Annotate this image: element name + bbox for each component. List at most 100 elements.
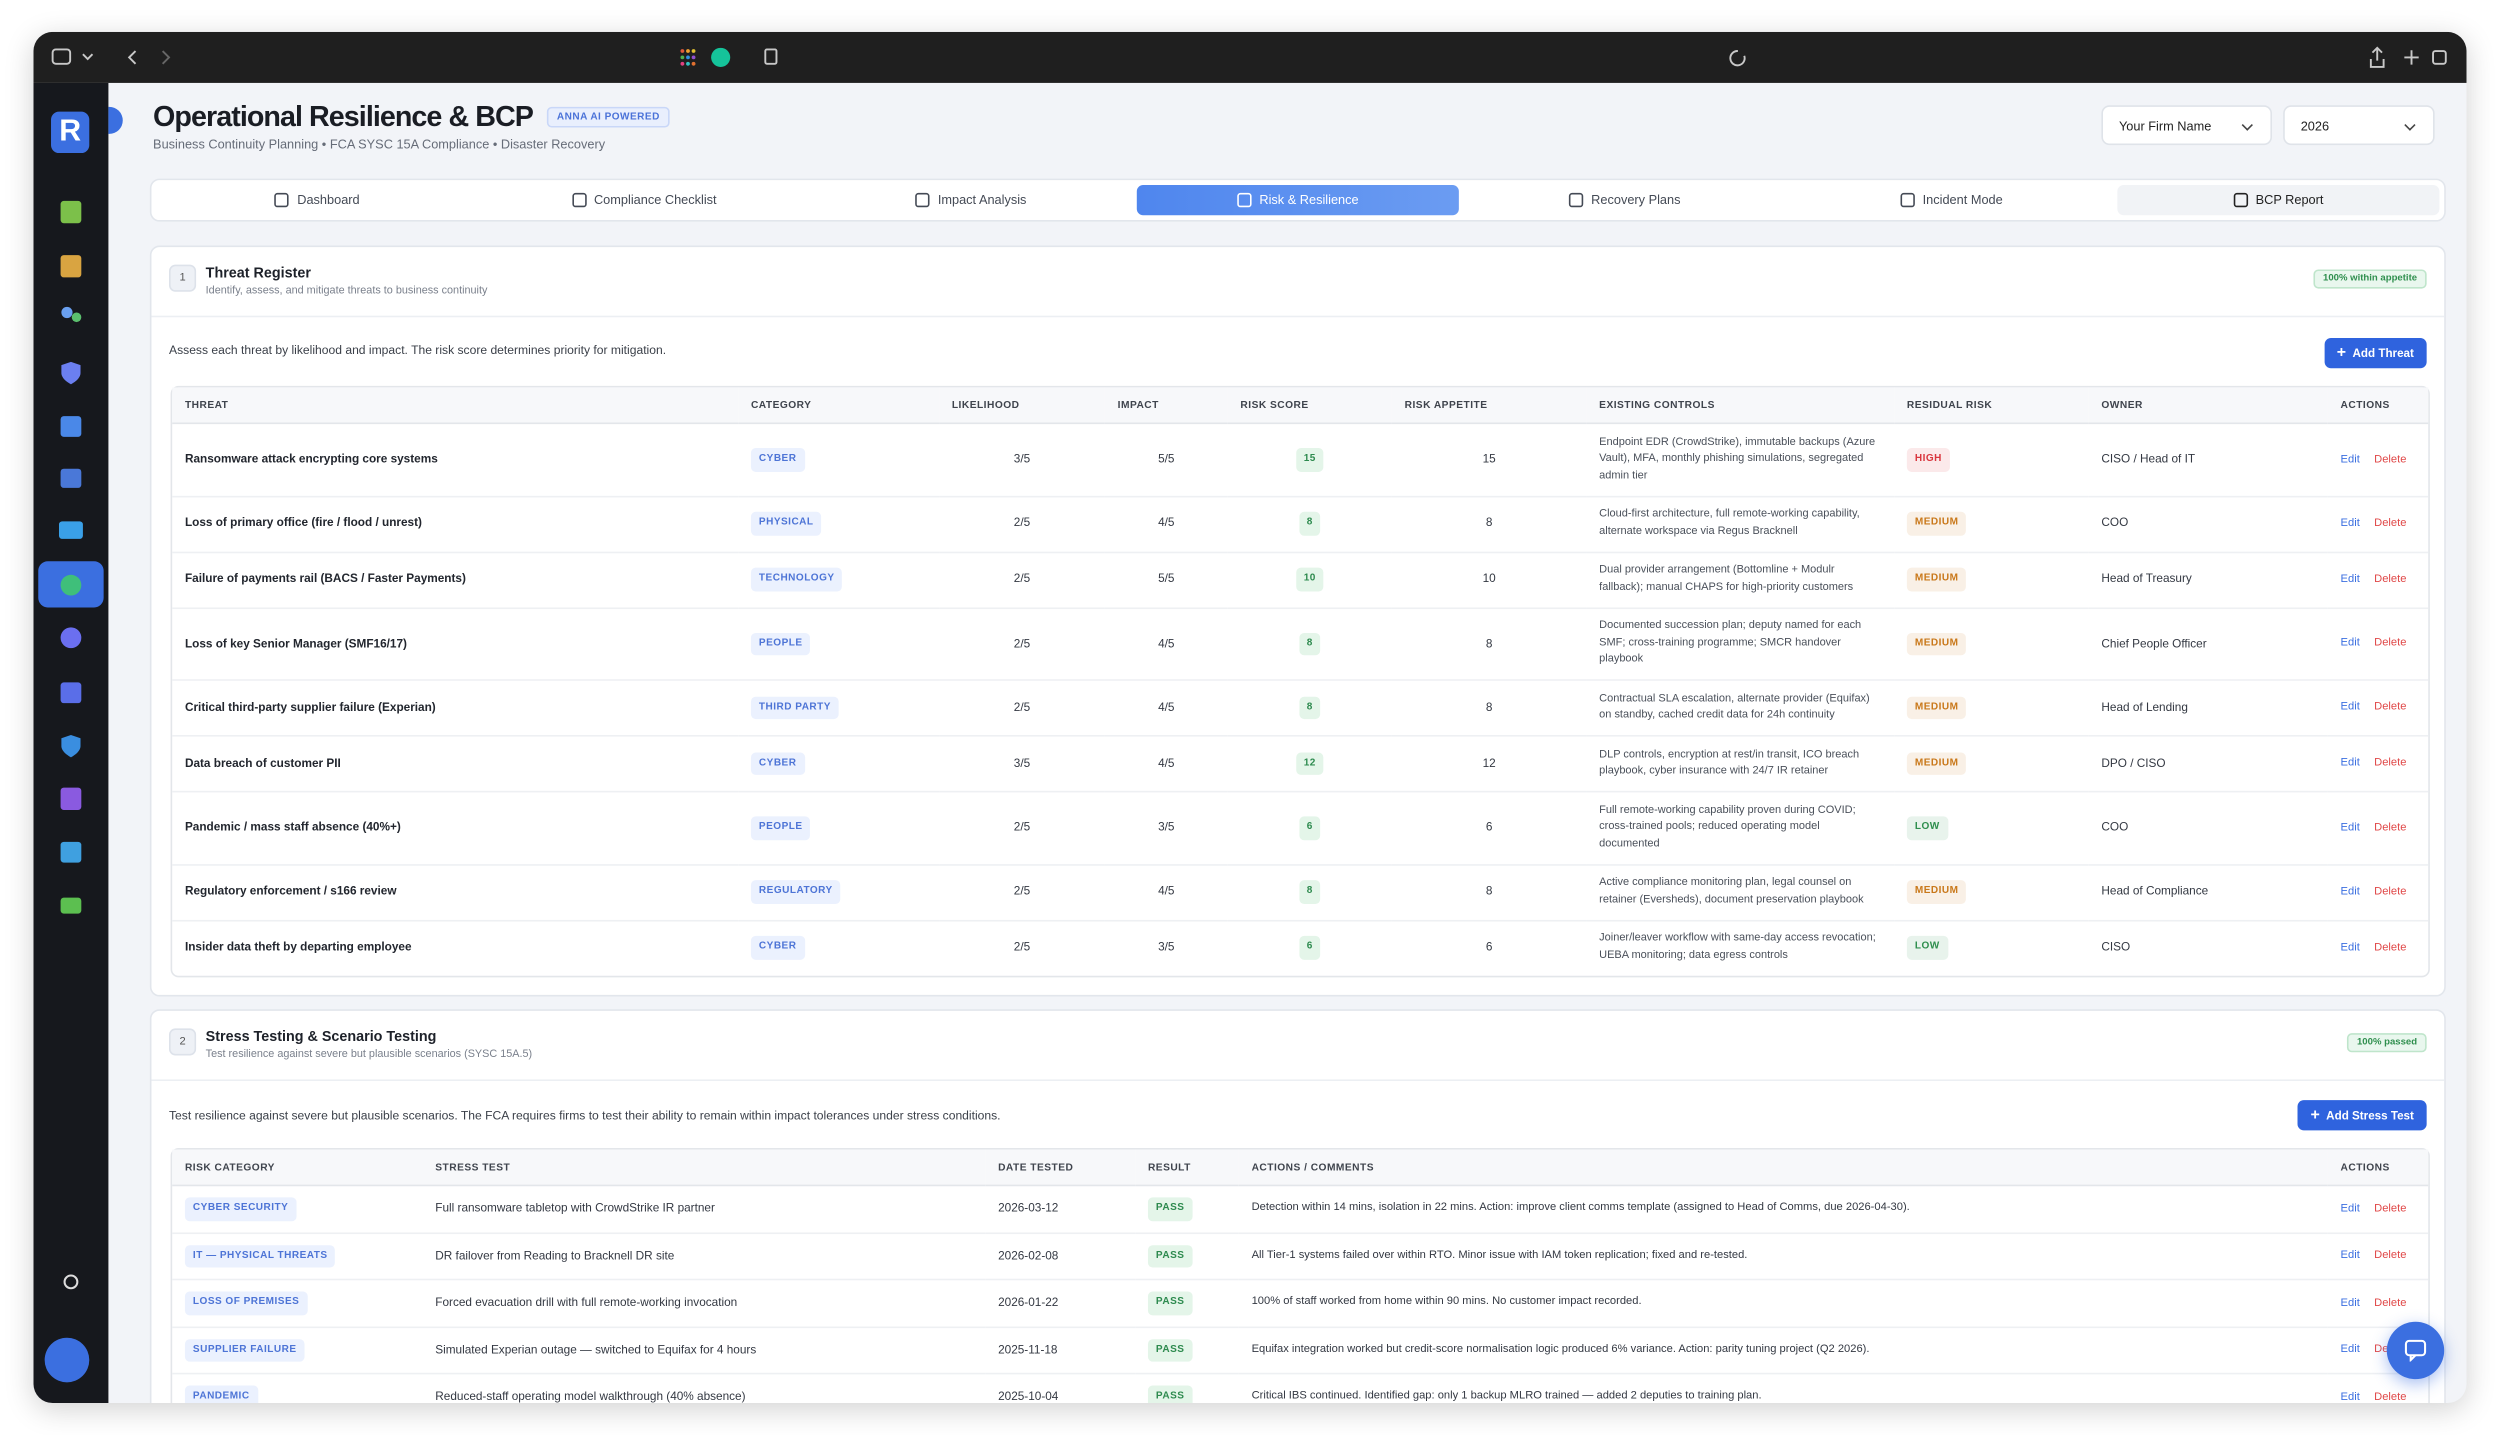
table-body: CYBER SECURITYFull ransomware tabletop w… [172, 1186, 2428, 1403]
category-cell: CYBER [738, 737, 939, 793]
delete-link[interactable]: Delete [2374, 886, 2406, 897]
risk-appetite: 8 [1392, 681, 1587, 737]
reader-icon[interactable] [765, 49, 776, 63]
user-avatar[interactable] [45, 1338, 90, 1383]
tab[interactable]: Impact Analysis [810, 185, 1132, 215]
edit-link[interactable]: Edit [2341, 1203, 2360, 1214]
delete-link[interactable]: Delete [2374, 1203, 2406, 1214]
tab-icon [572, 193, 586, 207]
extension-grid[interactable] [680, 49, 695, 66]
delete-link[interactable]: Delete [2374, 1250, 2406, 1261]
tab[interactable]: Risk & Resilience [1137, 185, 1459, 215]
delete-link[interactable]: Delete [2374, 822, 2406, 833]
edit-link[interactable]: Edit [2341, 942, 2360, 953]
sidebar-expand-button[interactable] [108, 107, 122, 134]
theme-toggle[interactable] [65, 1276, 78, 1289]
edit-link[interactable]: Edit [2341, 1344, 2360, 1355]
category-badge: REGULATORY [751, 881, 841, 904]
tab[interactable]: Dashboard [156, 185, 478, 215]
result-cell: PASS [1135, 1233, 1239, 1280]
category-badge: TECHNOLOGY [751, 568, 843, 591]
sidebar-menu[interactable] [83, 54, 93, 59]
stress-test: Reduced-staff operating model walkthroug… [423, 1374, 986, 1403]
edit-link[interactable]: Edit [2341, 638, 2360, 649]
edit-link[interactable]: Edit [2341, 518, 2360, 529]
edit-link[interactable]: Edit [2341, 1297, 2360, 1308]
tab-icon [275, 193, 289, 207]
category-badge: PEOPLE [751, 632, 811, 655]
delete-link[interactable]: Delete [2374, 942, 2406, 953]
sidebar-icons [33, 83, 108, 1403]
impact: 4/5 [1105, 681, 1228, 737]
edit-link[interactable]: Edit [2341, 822, 2360, 833]
residual-risk-cell: HIGH [1894, 424, 2089, 497]
delete-link[interactable]: Delete [2374, 702, 2406, 713]
date-tested: 2026-01-22 [985, 1280, 1135, 1327]
column-header: RISK APPETITE [1392, 387, 1587, 424]
delete-link[interactable]: Delete [2374, 518, 2406, 529]
threat-name: Loss of primary office (fire / flood / u… [172, 497, 738, 553]
impact: 5/5 [1105, 424, 1228, 497]
forward-button[interactable] [163, 51, 169, 64]
main-content: Operational Resilience & BCPANNA AI POWE… [108, 83, 2466, 1403]
column-header: IMPACT [1105, 387, 1228, 424]
tab[interactable]: Incident Mode [1790, 185, 2112, 215]
sidebar-toggle[interactable] [53, 49, 71, 63]
chat-button[interactable] [2387, 1322, 2444, 1379]
residual-risk-badge: MEDIUM [1907, 881, 1967, 904]
residual-risk-badge: MEDIUM [1907, 512, 1967, 535]
new-tab-button[interactable] [2404, 50, 2418, 64]
edit-link[interactable]: Edit [2341, 886, 2360, 897]
risk-category-cell: LOSS OF PREMISES [172, 1280, 422, 1327]
tab-label: Risk & Resilience [1259, 193, 1358, 207]
edit-link[interactable]: Edit [2341, 758, 2360, 769]
edit-link[interactable]: Edit [2341, 454, 2360, 465]
share-button[interactable] [2371, 48, 2384, 67]
delete-link[interactable]: Delete [2374, 1297, 2406, 1308]
category-cell: TECHNOLOGY [738, 552, 939, 608]
threat-name: Insider data theft by departing employee [172, 921, 738, 975]
year-select[interactable]: 2026 [2283, 105, 2434, 145]
page-title: Operational Resilience & BCPANNA AI POWE… [153, 100, 669, 133]
add-button[interactable]: +Add Threat [2324, 338, 2427, 368]
residual-risk-badge: LOW [1907, 936, 1948, 959]
tabs-button[interactable] [2433, 51, 2446, 64]
threat-row: Failure of payments rail (BACS / Faster … [172, 552, 2428, 608]
residual-risk-cell: MEDIUM [1894, 681, 2089, 737]
category-badge: CYBER [751, 936, 804, 959]
edit-link[interactable]: Edit [2341, 1391, 2360, 1402]
likelihood: 2/5 [939, 497, 1105, 553]
impact: 4/5 [1105, 497, 1228, 553]
tab[interactable]: Recovery Plans [1464, 185, 1786, 215]
nav-icons[interactable] [59, 201, 83, 914]
edit-link[interactable]: Edit [2341, 1250, 2360, 1261]
reload-button[interactable] [1730, 51, 1744, 65]
risk-score-badge: 8 [1299, 512, 1321, 535]
impact: 4/5 [1105, 865, 1228, 921]
stress-row: CYBER SECURITYFull ransomware tabletop w… [172, 1186, 2428, 1233]
firm-select[interactable]: Your Firm Name [2101, 105, 2272, 145]
column-header: ACTIONS / COMMENTS [1239, 1150, 2328, 1187]
edit-link[interactable]: Edit [2341, 702, 2360, 713]
section-number: 1 [169, 265, 196, 292]
back-button[interactable] [129, 51, 135, 64]
stress-row: PANDEMICReduced-staff operating model wa… [172, 1374, 2428, 1403]
delete-link[interactable]: Delete [2374, 574, 2406, 585]
actions-cell: Edit Delete [2328, 681, 2428, 737]
grammarly-icon[interactable] [711, 48, 730, 67]
section-intro: Test resilience against severe but plaus… [169, 1108, 1001, 1122]
tab[interactable]: BCP Report [2117, 185, 2439, 215]
browser-window: R Operational Resilience & BCPANNA AI PO… [33, 32, 2466, 1403]
edit-link[interactable]: Edit [2341, 574, 2360, 585]
delete-link[interactable]: Delete [2374, 758, 2406, 769]
section-status: 100% passed [2347, 1033, 2426, 1052]
column-header: OWNER [2089, 387, 2328, 424]
add-button[interactable]: +Add Stress Test [2298, 1100, 2427, 1130]
tab-label: Impact Analysis [938, 193, 1027, 207]
delete-link[interactable]: Delete [2374, 1391, 2406, 1402]
delete-link[interactable]: Delete [2374, 454, 2406, 465]
risk-category-cell: SUPPLIER FAILURE [172, 1327, 422, 1374]
section-status: 100% within appetite [2313, 269, 2426, 288]
tab[interactable]: Compliance Checklist [483, 185, 805, 215]
delete-link[interactable]: Delete [2374, 638, 2406, 649]
